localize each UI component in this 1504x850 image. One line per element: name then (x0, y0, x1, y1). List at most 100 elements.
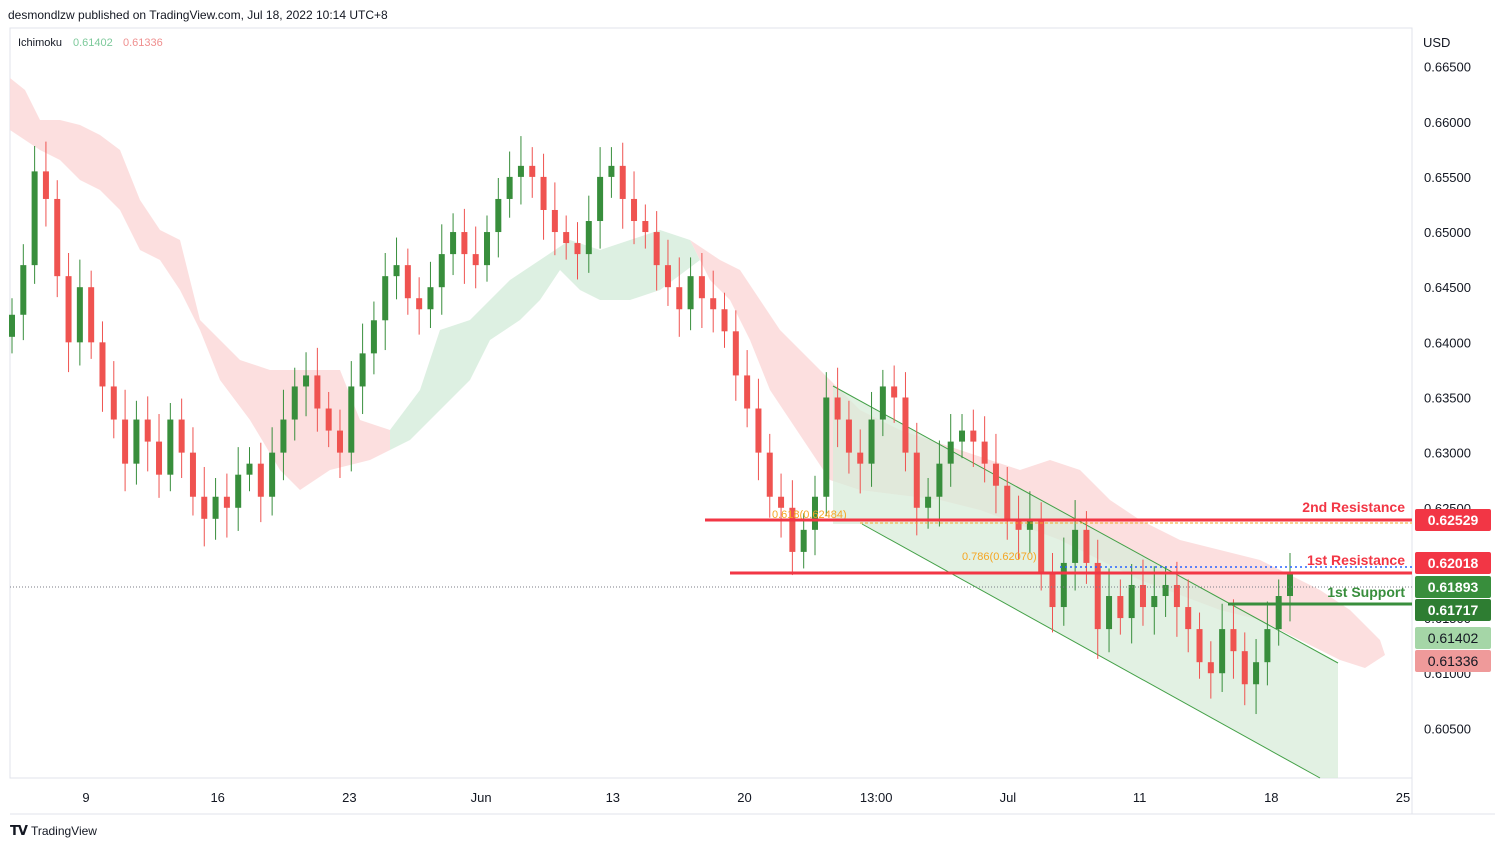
candle-body (698, 276, 705, 299)
candle-body (631, 198, 638, 222)
candle-body (76, 287, 83, 343)
candle-body (1128, 584, 1135, 619)
svg-text:0.62018: 0.62018 (1428, 555, 1479, 571)
indicator-value-1: 0.61402 (73, 37, 113, 49)
candle-body (54, 198, 61, 277)
price-tick-label: 0.66500 (1424, 60, 1471, 75)
time-tick-label: 25 (1396, 790, 1410, 805)
candle-body (1185, 607, 1192, 630)
price-tick-label: 0.64500 (1424, 280, 1471, 295)
candle-body (404, 265, 411, 299)
candle-body (845, 419, 852, 453)
tag-ichimoku-1: 0.61402 (1415, 627, 1491, 649)
candle-body (970, 430, 977, 442)
ichimoku-cloud-bullish-1 (390, 230, 700, 450)
candle-body (1072, 529, 1079, 563)
candlestick-series (9, 136, 1293, 715)
svg-text:0.61402: 0.61402 (1428, 630, 1479, 646)
candle-body (811, 496, 818, 530)
candle-body (585, 221, 592, 255)
candle-body (766, 452, 773, 497)
candle-body (438, 254, 445, 288)
candle-body (959, 430, 966, 442)
candle-body (563, 232, 570, 244)
price-tick-label: 0.64000 (1424, 335, 1471, 350)
candle-body (1287, 573, 1293, 597)
indicator-name[interactable]: Ichimoku (18, 37, 62, 49)
candle-body (755, 408, 762, 453)
candle-body (31, 171, 38, 266)
candle-body (461, 232, 468, 255)
candle-body (235, 474, 242, 508)
time-tick-label: 11 (1133, 790, 1147, 805)
svg-text:0.61336: 0.61336 (1428, 653, 1479, 669)
candle-body (133, 419, 140, 464)
second-resistance-label: 2nd Resistance (1302, 499, 1405, 515)
candle-body (65, 276, 72, 343)
candle-body (687, 276, 694, 310)
candle-body (336, 430, 343, 453)
candle-body (744, 375, 751, 409)
svg-text:0.62529: 0.62529 (1428, 512, 1479, 528)
candle-body (280, 419, 287, 453)
candle-body (597, 176, 604, 222)
footer-brand[interactable]: 𝗧𝗩 TradingView (10, 823, 97, 839)
candle-body (540, 176, 547, 210)
candle-body (992, 463, 999, 486)
price-tick-label: 0.63000 (1424, 446, 1471, 461)
currency-label: USD (1423, 35, 1450, 50)
fib-label-0786: 0.786(0.62070) (962, 551, 1037, 563)
candle-body (88, 287, 95, 343)
candle-body (1173, 584, 1180, 608)
candle-body (529, 165, 536, 177)
price-tick-label: 0.66000 (1424, 115, 1471, 130)
tag-first-support: 0.61717 (1415, 599, 1491, 621)
price-tick-label: 0.65500 (1424, 170, 1471, 185)
candle-body (450, 232, 457, 255)
price-tick-label: 0.65000 (1424, 225, 1471, 240)
candle-body (1094, 562, 1101, 630)
time-axis-ticks: 9 16 23 Jun 13 20 13:00 Jul 11 18 25 (82, 790, 1410, 805)
candle-body (201, 496, 208, 519)
candle-body (1264, 629, 1271, 663)
first-support-label: 1st Support (1327, 584, 1405, 600)
candle-body (981, 441, 988, 464)
candle-body (913, 452, 920, 508)
candle-body (20, 265, 27, 315)
candle-body (834, 397, 841, 420)
tag-ichimoku-2: 0.61336 (1415, 650, 1491, 672)
candle-body (269, 452, 276, 497)
candle-body (1004, 485, 1011, 519)
candle-body (1275, 596, 1282, 630)
candle-body (427, 287, 434, 310)
time-tick-label: 23 (342, 790, 356, 805)
candle-body (1117, 596, 1124, 619)
candle-body (676, 287, 683, 310)
candle-body (891, 386, 898, 398)
time-tick-label: 9 (82, 790, 89, 805)
time-tick-label: 20 (737, 790, 751, 805)
svg-text:0.61893: 0.61893 (1428, 579, 1479, 595)
candle-body (642, 221, 649, 233)
candle-body (608, 165, 615, 177)
candle-body (1060, 562, 1067, 608)
footer-brand-label: TradingView (30, 824, 97, 838)
candle-body (246, 463, 253, 475)
candle-body (144, 419, 151, 442)
candle-body (348, 386, 355, 453)
svg-text:0.61717: 0.61717 (1428, 602, 1479, 618)
candle-body (925, 496, 932, 508)
price-tick-label: 0.63500 (1424, 390, 1471, 405)
candle-body (823, 397, 830, 497)
candle-body (1049, 573, 1056, 608)
candle-body (778, 496, 785, 508)
candle-body (710, 298, 717, 310)
candle-body (178, 419, 185, 453)
candle-body (1139, 584, 1146, 608)
first-resistance-label: 1st Resistance (1307, 552, 1405, 568)
candle-body (110, 386, 117, 420)
candle-body (879, 386, 886, 420)
time-tick-label: 13 (606, 790, 620, 805)
candle-body (382, 276, 389, 321)
